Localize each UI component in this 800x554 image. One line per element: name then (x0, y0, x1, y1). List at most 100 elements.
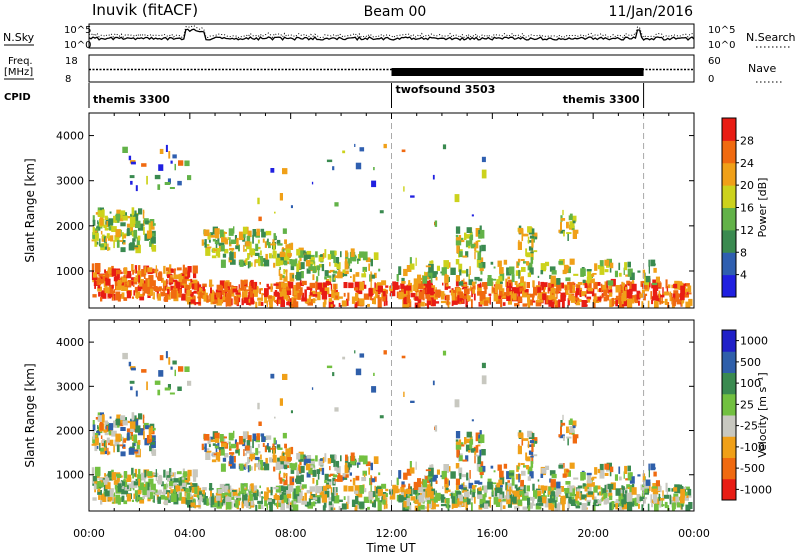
scatter-cell (324, 473, 329, 480)
scatter-cell (535, 504, 542, 510)
scatter-cell (417, 299, 421, 309)
scatter-cell (626, 492, 633, 502)
scatter-cell (187, 175, 192, 181)
scatter-cell (377, 298, 382, 308)
x-tick-label: 20:00 (577, 527, 609, 540)
scatter-cell (267, 446, 271, 449)
scatter-cell (593, 485, 598, 493)
scatter-cell (471, 214, 474, 217)
scatter-cell (560, 422, 566, 426)
scatter-cell (323, 282, 327, 288)
scatter-cell (298, 255, 304, 258)
scatter-cell (301, 496, 305, 505)
scatter-cell (511, 287, 516, 295)
scatter-cell (477, 251, 482, 260)
scatter-cell (312, 469, 317, 477)
scatter-cell (606, 462, 612, 470)
scatter-cell (455, 442, 462, 450)
scatter-cell (115, 229, 121, 238)
scatter-cell (276, 297, 279, 306)
scatter-cell (427, 500, 431, 504)
scatter-cell (150, 221, 153, 229)
scatter-cell (267, 238, 269, 243)
scatter-cell (682, 502, 685, 506)
scatter-cell (465, 240, 471, 248)
scatter-cell (527, 262, 533, 271)
scatter-cell (182, 482, 186, 489)
scatter-cell (261, 231, 266, 238)
scatter-cell (136, 237, 140, 245)
scatter-cell (255, 259, 261, 264)
scatter-cell (500, 298, 503, 308)
scatter-cell (477, 291, 483, 296)
scatter-cell (227, 286, 230, 289)
nave-trace (391, 68, 644, 76)
scatter-cell (409, 257, 412, 266)
scatter-cell (478, 481, 483, 485)
scatter-cell (456, 441, 461, 445)
scatter-cell (135, 220, 141, 228)
scatter-cell (658, 493, 661, 502)
scatter-cell (487, 278, 493, 286)
scatter-cell (621, 499, 627, 505)
scatter-cell (105, 277, 108, 282)
scatter-cell (276, 502, 281, 508)
scatter-cell (527, 476, 531, 481)
scatter-cell (172, 154, 177, 159)
scatter-cell (664, 298, 668, 305)
scatter-cell (199, 494, 203, 501)
scatter-cell (604, 259, 610, 266)
scatter-cell (265, 457, 268, 465)
scatter-cell (326, 365, 333, 369)
scatter-cell (230, 463, 236, 469)
scatter-cell (180, 285, 184, 288)
scatter-cell (175, 281, 181, 289)
noise-panel: N.Sky 10^5 10^0 N.Search 10^5 10^0 (3, 23, 796, 51)
scatter-cell (142, 486, 148, 495)
scatter-cell (229, 452, 235, 455)
scatter-cell (440, 503, 447, 507)
scatter-cell (126, 270, 132, 279)
scatter-cell (134, 473, 136, 477)
colorbar-tick-label: 100 (740, 377, 761, 390)
scatter-cell (220, 259, 226, 268)
scatter-cell (287, 457, 292, 461)
scatter-cell (308, 498, 312, 506)
scatter-cell (458, 281, 464, 286)
scatter-cell (517, 465, 520, 470)
colorbar-swatch (722, 252, 736, 276)
scatter-cell (290, 463, 297, 471)
scatter-cell (575, 288, 580, 296)
scatter-cell (229, 252, 234, 261)
scatter-cell (306, 472, 311, 478)
scatter-cell (477, 494, 483, 499)
scatter-cell (609, 502, 613, 511)
scatter-cell (479, 430, 482, 438)
scatter-cell (582, 279, 586, 283)
scatter-cell (176, 471, 182, 475)
scatter-cell (133, 481, 138, 486)
scatter-cell (322, 505, 326, 511)
scatter-cell (329, 480, 332, 486)
scatter-cell (369, 274, 371, 282)
scatter-cell (619, 296, 622, 304)
scatter-cell (641, 504, 644, 512)
scatter-cell (625, 274, 629, 277)
scatter-cell (550, 275, 556, 284)
scatter-cell (255, 243, 259, 252)
scatter-cell (527, 293, 532, 296)
scatter-cell (532, 293, 535, 301)
scatter-cell (680, 285, 685, 295)
scatter-cell (535, 300, 542, 303)
scatter-cell (258, 461, 260, 471)
scatter-cell (99, 273, 105, 280)
scatter-cell (149, 241, 152, 247)
scatter-cell (193, 494, 197, 497)
scatter-cell (157, 272, 163, 281)
scatter-cell (684, 489, 686, 494)
scatter-cell (506, 485, 509, 492)
scatter-cell (257, 197, 260, 205)
scatter-cell (187, 380, 192, 386)
scatter-cell (306, 490, 313, 494)
